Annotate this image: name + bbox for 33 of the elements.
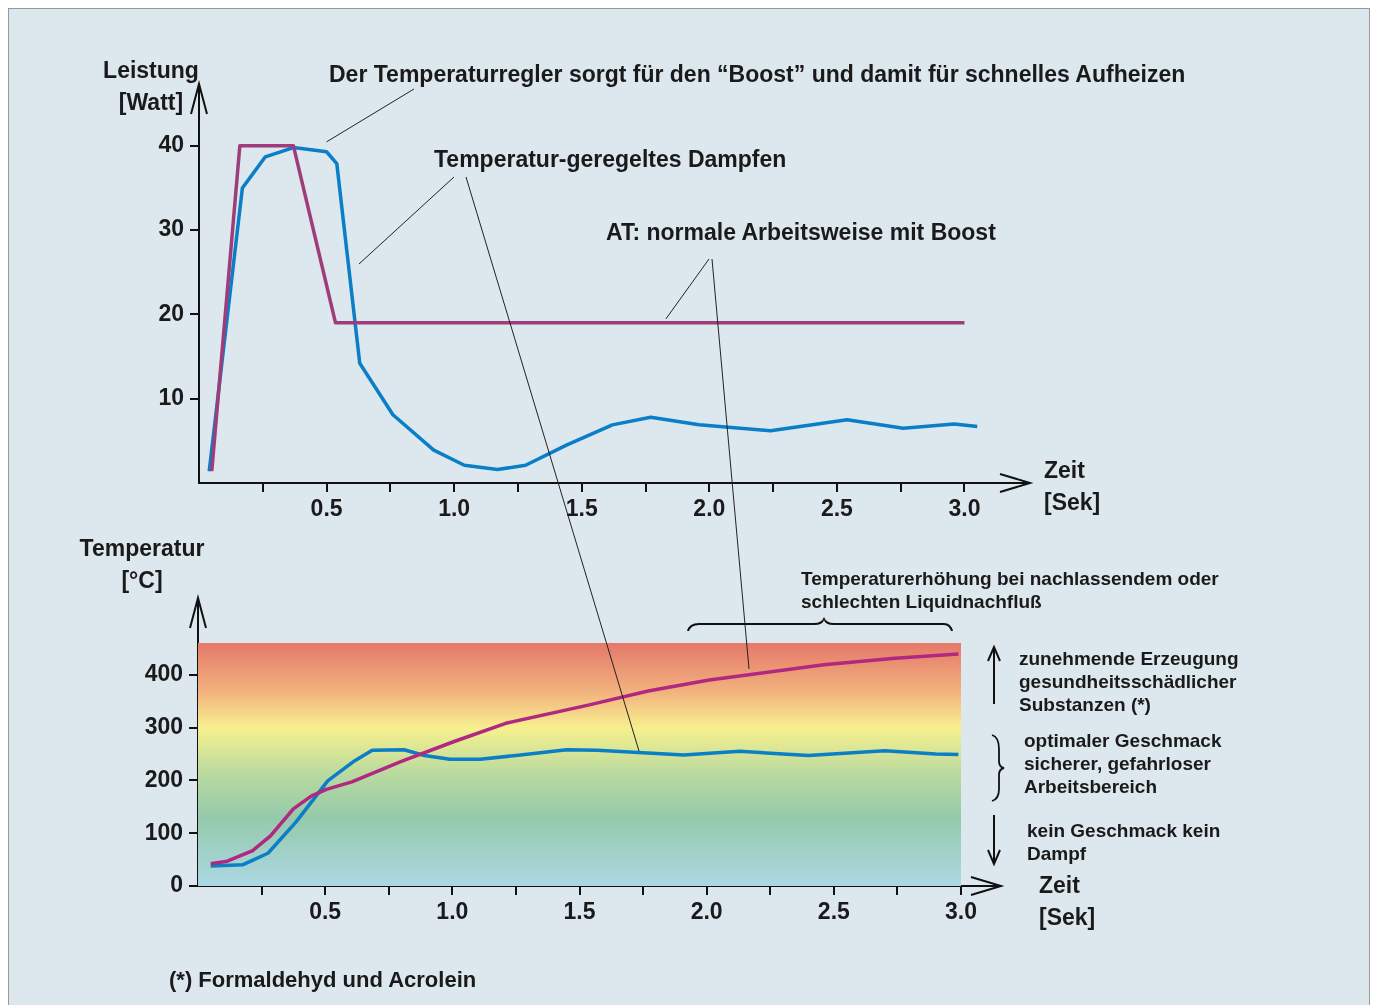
annotation: Der Temperaturregler sorgt für den “Boost” und damit für schnelles Aufheizen: [329, 61, 1187, 88]
annotation: Temperatur-geregeltes Dampfen: [434, 146, 788, 173]
y-tick-label: 100: [144, 818, 183, 845]
y-axis-title: Temperatur [°C]: [78, 534, 206, 595]
x-tick-label: 2.5: [820, 495, 854, 522]
y-tick-label: 400: [144, 660, 183, 687]
text: kein Geschmack kein Dampf: [1027, 819, 1222, 865]
y-tick-label: 300: [144, 712, 183, 739]
y-tick-label: 30: [158, 215, 184, 242]
text: Temperaturerhöhung bei nachlassendem oder schlechten Liquidnachfluß: [801, 567, 1220, 613]
x-tick-label: 3.0: [945, 898, 977, 925]
text: zunehmende Erzeugung gesundheitsschädlicher Substanzen (*): [1019, 647, 1240, 716]
x-tick-label: 0.5: [310, 495, 343, 522]
text: (*) Formaldehyd und Acrolein: [169, 967, 478, 993]
y-tick-label: 10: [158, 384, 184, 411]
x-tick-label: 3.0: [948, 495, 981, 522]
x-tick-label: 1.5: [563, 898, 596, 925]
x-axis-title: Zeit [Sek]: [1044, 456, 1102, 517]
x-tick-label: 0.5: [309, 898, 342, 925]
y-tick-label: 40: [158, 131, 184, 158]
y-axis-title: Leistung [Watt]: [102, 56, 200, 117]
x-tick-label: 2.5: [817, 898, 851, 925]
y-tick-label: 0: [170, 871, 183, 898]
x-axis-title: Zeit [Sek]: [1039, 871, 1097, 932]
y-tick-label: 20: [158, 299, 184, 326]
x-tick-label: 2.0: [693, 495, 726, 522]
x-tick-label: 1.5: [565, 495, 598, 522]
x-tick-label: 2.0: [690, 898, 723, 925]
x-tick-label: 1.0: [438, 495, 471, 522]
annotation: AT: normale Arbeitsweise mit Boost: [606, 219, 997, 246]
x-tick-label: 1.0: [436, 898, 469, 925]
text: optimaler Geschmack sicherer, gefahrloser Arbeitsbereich: [1024, 729, 1223, 798]
y-tick-label: 200: [144, 765, 183, 792]
